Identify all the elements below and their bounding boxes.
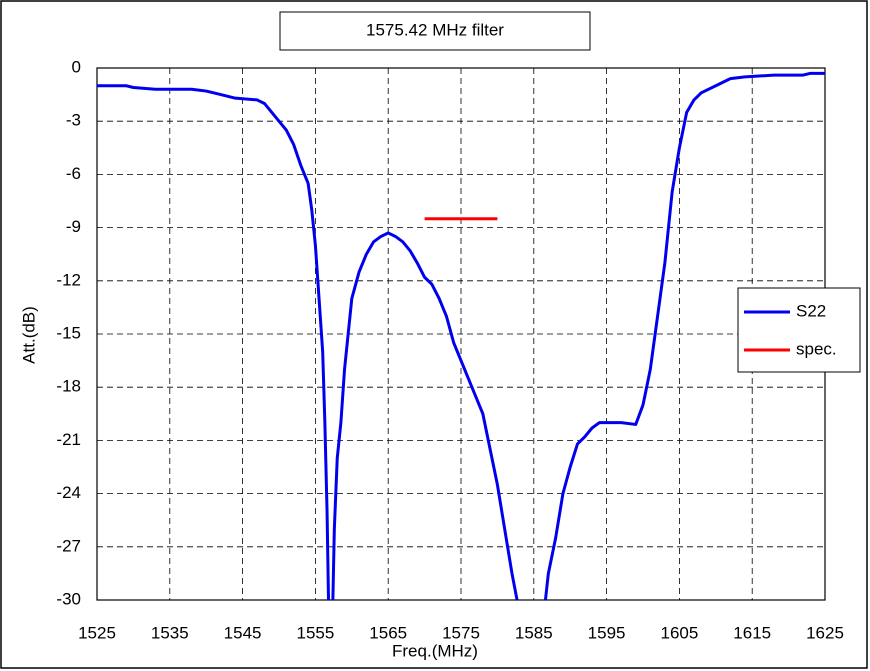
x-tick-label: 1575 <box>442 623 480 642</box>
x-tick-label: 1545 <box>224 623 262 642</box>
x-tick-label: 1525 <box>78 623 116 642</box>
legend-label: S22 <box>796 301 826 320</box>
y-tick-label: -9 <box>66 217 81 236</box>
x-tick-label: 1625 <box>806 623 844 642</box>
y-tick-label: -24 <box>56 483 81 502</box>
x-tick-label: 1565 <box>369 623 407 642</box>
x-tick-label: 1585 <box>515 623 553 642</box>
y-tick-label: -18 <box>56 377 81 396</box>
y-tick-label: -15 <box>56 323 81 342</box>
x-tick-label: 1605 <box>660 623 698 642</box>
x-tick-label: 1555 <box>296 623 334 642</box>
chart-title: 1575.42 MHz filter <box>366 20 504 39</box>
legend-label: spec. <box>796 339 837 358</box>
y-tick-label: -30 <box>56 589 81 608</box>
title-box <box>279 11 591 51</box>
y-tick-label: -6 <box>66 164 81 183</box>
y-axis-label: Att.(dB) <box>19 306 38 364</box>
x-tick-label: 1535 <box>151 623 189 642</box>
x-tick-label: 1595 <box>588 623 626 642</box>
series-line <box>97 71 825 600</box>
y-tick-label: 0 <box>72 57 81 76</box>
y-tick-label: -12 <box>56 270 81 289</box>
y-tick-label: -3 <box>66 111 81 130</box>
y-tick-label: -27 <box>56 536 81 555</box>
legend-box <box>737 287 861 373</box>
x-axis-label: Freq.(MHz) <box>392 641 478 660</box>
x-tick-label: 1615 <box>733 623 771 642</box>
plot-area <box>97 71 825 600</box>
y-tick-label: -21 <box>56 430 81 449</box>
